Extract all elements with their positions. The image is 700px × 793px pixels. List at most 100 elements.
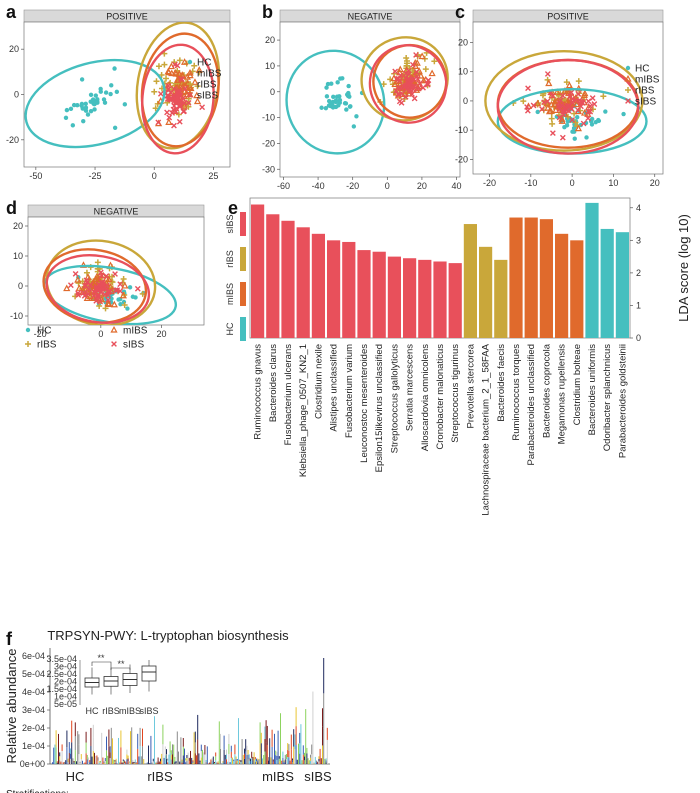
point-sIBS [117, 281, 124, 288]
abundance-bar [169, 752, 171, 764]
point-HC [593, 119, 598, 125]
abundance-bar [230, 745, 232, 752]
point-rIBS [431, 58, 438, 65]
point-rIBS [96, 302, 103, 309]
abundance-bar [283, 762, 285, 764]
abundance-bar [104, 761, 106, 764]
abundance-bar [286, 754, 287, 760]
abundance-bar [160, 758, 161, 762]
abundance-bar [306, 753, 308, 759]
category-label: Clostridium nexile [313, 344, 324, 419]
legend-marker-mIBS [186, 68, 194, 76]
abundance-bar [304, 752, 305, 757]
abundance-bar [92, 724, 94, 738]
abundance-bar [124, 761, 125, 763]
point-sIBS [578, 103, 584, 110]
abundance-bar [94, 752, 95, 764]
abundance-bar [59, 760, 61, 764]
abundance-bar [166, 749, 167, 755]
point-sIBS [566, 103, 573, 110]
abundance-bar [224, 759, 226, 764]
abundance-bar [257, 758, 259, 761]
inset-y-tick-label: 1e-04 [54, 692, 77, 702]
abundance-bar [305, 709, 307, 764]
panel-label-a: a [6, 2, 17, 22]
inset-boxplot: 3.5e-043e-042.5e-042e-041.5e-041e-045e-0… [46, 653, 158, 716]
point-sIBS [399, 90, 405, 97]
abundance-bar [260, 753, 262, 764]
abundance-bar [92, 737, 94, 751]
point-HC [127, 285, 133, 290]
category-label: Epsilon15likevirus unclassified [374, 344, 385, 472]
abundance-bar [204, 754, 206, 764]
ellipse-sIBS [141, 43, 215, 155]
abundance-bar [215, 752, 217, 757]
point-rIBS [83, 269, 90, 276]
abundance-bar [271, 729, 273, 747]
y-tick-label-b: -20 [262, 138, 275, 148]
point-mIBS [411, 70, 419, 78]
point-sIBS [67, 282, 74, 289]
point-sIBS [181, 99, 188, 106]
bar-12 [433, 261, 447, 338]
point-HC [346, 83, 351, 89]
point-sIBS [405, 76, 412, 83]
plot-area-c [484, 50, 648, 155]
legend-label-mIBS: mIBS [123, 326, 148, 337]
point-sIBS [413, 52, 419, 58]
abundance-bar [127, 758, 129, 762]
abundance-bar [318, 756, 320, 759]
point-sIBS [559, 92, 566, 99]
abundance-bar [268, 757, 269, 761]
abundance-bar [90, 727, 92, 746]
abundance-bar [152, 758, 154, 762]
bar-1 [266, 214, 280, 338]
abundance-bar [307, 760, 309, 763]
y-tick-label-e: 1 [636, 300, 641, 310]
point-mIBS [105, 300, 113, 307]
point-sIBS [155, 119, 162, 126]
point-sIBS [112, 271, 118, 277]
point-sIBS [585, 108, 592, 115]
abundance-bar [98, 762, 100, 764]
abundance-bar [124, 762, 125, 764]
point-sIBS [587, 108, 594, 115]
abundance-bar [120, 747, 122, 764]
point-HC [109, 83, 114, 88]
abundance-bar [313, 763, 315, 764]
abundance-bar [323, 693, 325, 729]
abundance-bar [113, 759, 115, 764]
abundance-bar [226, 759, 227, 764]
point-mIBS [180, 58, 189, 65]
point-mIBS [544, 104, 552, 111]
point-sIBS [525, 85, 531, 92]
abundance-bar [108, 729, 110, 747]
legend-marker-rIBS [625, 87, 631, 93]
abundance-bar [299, 753, 301, 764]
abundance-bar [56, 761, 58, 763]
point-rIBS [102, 305, 109, 312]
abundance-bar [296, 759, 298, 764]
point-sIBS [172, 99, 179, 106]
category-label: Alistipes unclassified [329, 344, 340, 432]
point-HC [326, 103, 332, 108]
abundance-bar [272, 759, 274, 762]
abundance-bar [272, 761, 274, 764]
point-mIBS [580, 91, 588, 99]
abundance-bar [235, 761, 237, 764]
legend-label-HC: HC [635, 64, 649, 75]
abundance-bar [281, 762, 283, 764]
abundance-bar [97, 760, 99, 764]
inset-y-tick-label: 5e-05 [54, 699, 77, 709]
point-HC [351, 124, 357, 129]
point-HC [621, 111, 626, 117]
point-sIBS [408, 87, 415, 94]
category-label: Alloscardovia omnicolens [420, 344, 431, 451]
abundance-bar [67, 758, 69, 761]
point-sIBS [585, 115, 591, 122]
bar-17 [509, 217, 523, 338]
abundance-bar [174, 759, 176, 762]
abundance-bar [227, 761, 229, 764]
inset-sig-label: ** [97, 653, 105, 663]
group-label-sIBS: sIBS [225, 214, 235, 233]
